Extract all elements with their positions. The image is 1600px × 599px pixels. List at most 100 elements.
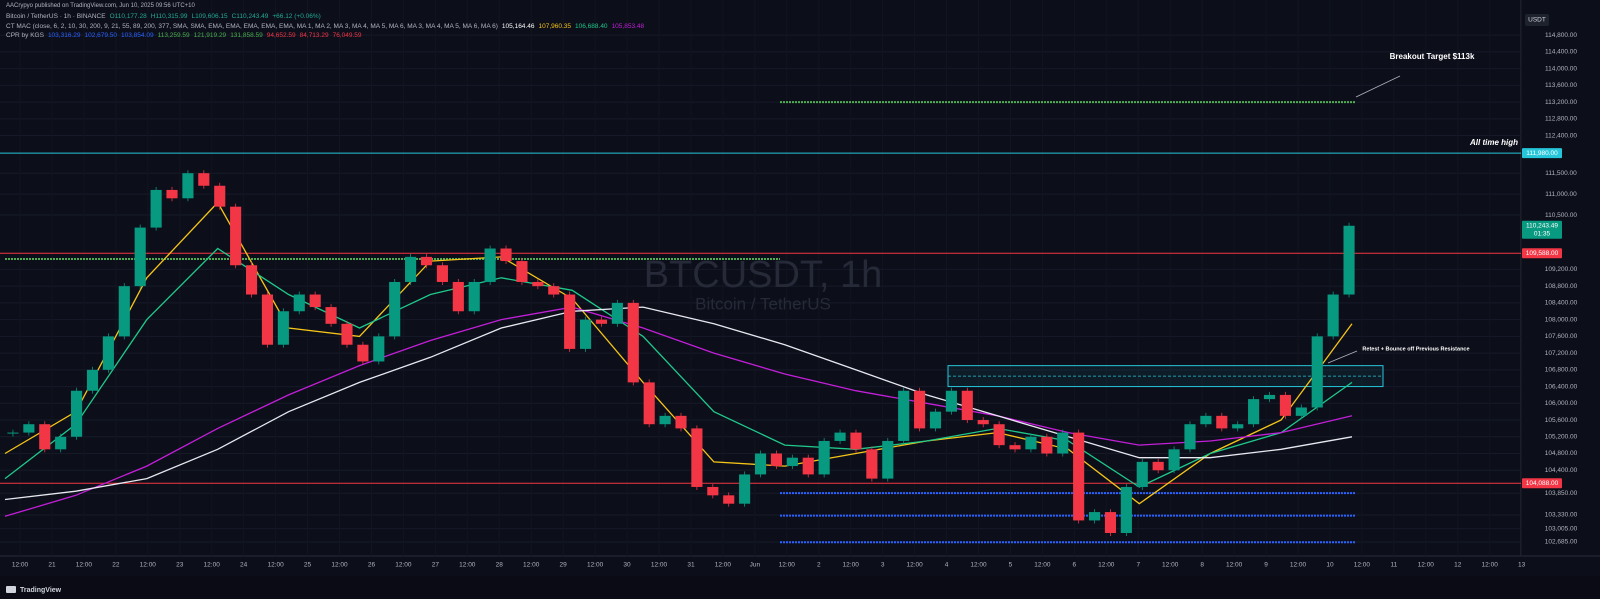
- x-tick-label: 12:00: [906, 562, 923, 569]
- candle: [277, 311, 289, 345]
- candle: [1025, 436, 1037, 450]
- x-tick-label: 12:00: [1098, 562, 1115, 569]
- candle: [532, 281, 544, 287]
- candle: [818, 440, 830, 475]
- candle: [405, 256, 417, 282]
- footer-bar: [0, 576, 1600, 599]
- y-tick-label: 114,400.00: [1545, 49, 1577, 56]
- candle: [579, 319, 592, 349]
- candle: [786, 457, 798, 467]
- candle: [691, 428, 703, 487]
- candle: [389, 281, 401, 337]
- legend-item: 102,679.50: [84, 32, 118, 39]
- candle: [261, 294, 274, 345]
- y-tick-label: 106,400.00: [1545, 383, 1578, 390]
- y-tick-label: 105,600.00: [1545, 417, 1578, 424]
- y-tick-label: 114,000.00: [1545, 65, 1577, 72]
- footer-brand: TradingView: [20, 587, 62, 594]
- candle: [1104, 512, 1117, 533]
- candle: [1088, 512, 1101, 521]
- candle: [86, 369, 99, 391]
- candle: [1248, 399, 1260, 425]
- candle: [945, 390, 957, 412]
- moving-average: [4, 306, 1353, 501]
- legend-item: 121,919.29: [193, 32, 227, 39]
- candle: [1279, 394, 1291, 416]
- x-tick-label: 12:00: [76, 562, 93, 569]
- price-label: 109,588.00: [1526, 250, 1559, 257]
- candle: [71, 390, 83, 437]
- x-tick-label: 12:00: [970, 562, 987, 569]
- x-tick-label: 6: [1073, 562, 1077, 569]
- legend-item: CPR by KGS: [6, 32, 44, 39]
- candle: [182, 173, 194, 199]
- candle: [1200, 415, 1212, 425]
- price-label-box: [1522, 148, 1562, 159]
- legend-row: CT MAC (close, 6, 2, 10, 30, 200, 9, 21,…: [6, 22, 648, 31]
- candle: [914, 390, 926, 429]
- candle: [39, 424, 51, 450]
- y-tick-label: 108,000.00: [1545, 316, 1578, 323]
- y-tick-label: 107,200.00: [1545, 350, 1578, 357]
- candle: [1295, 407, 1307, 416]
- legend-item: 113,259.59: [157, 32, 190, 39]
- candle: [1216, 415, 1228, 429]
- y-tick-label: 110,500.00: [1545, 212, 1577, 219]
- candle: [1152, 461, 1164, 471]
- candle: [882, 440, 894, 479]
- annotation-arrow: [1327, 350, 1358, 364]
- candle: [1073, 432, 1085, 521]
- y-tick-label: 103,005.00: [1545, 525, 1578, 532]
- x-tick-label: 12:00: [715, 562, 732, 569]
- candle: [102, 336, 114, 370]
- y-tick-label: 104,800.00: [1545, 450, 1578, 457]
- x-tick-label: 12:00: [12, 562, 29, 569]
- candle: [1343, 225, 1355, 295]
- legend-item: C110,243.49: [231, 13, 269, 20]
- candle: [548, 286, 560, 295]
- candle: [1136, 461, 1148, 487]
- x-tick-label: 13: [1518, 562, 1526, 569]
- y-tick-label: 108,400.00: [1545, 300, 1578, 307]
- candle: [23, 424, 35, 433]
- legend-item: Bitcoin / TetherUS · 1h · BINANCE: [6, 13, 106, 20]
- currency-button[interactable]: [1525, 14, 1549, 26]
- candle: [802, 457, 814, 475]
- x-tick-label: 7: [1136, 562, 1140, 569]
- legend-item: 105,853.48: [611, 22, 645, 30]
- candle: [150, 189, 162, 228]
- watermark-subtitle: Bitcoin / TetherUS: [695, 294, 831, 313]
- candle: [1232, 424, 1244, 429]
- candle: [357, 344, 369, 362]
- moving-average: [4, 306, 1353, 517]
- x-tick-label: 30: [623, 562, 631, 569]
- legend-item: H110,315.99: [150, 13, 188, 20]
- y-tick-label: 113,600.00: [1545, 82, 1577, 89]
- candle: [214, 185, 226, 207]
- candle: [309, 294, 321, 308]
- candle: [484, 248, 496, 282]
- candle: [675, 415, 687, 429]
- x-tick-label: 12:00: [779, 562, 796, 569]
- y-tick-label: 104,400.00: [1545, 467, 1578, 474]
- currency[interactable]: USDT: [1528, 17, 1546, 24]
- moving-average: [4, 247, 1353, 488]
- candle: [420, 256, 433, 266]
- legend-item: 76,049.59: [332, 32, 362, 39]
- candle: [1184, 424, 1196, 450]
- price-label: 104,088.00: [1526, 480, 1559, 487]
- candle: [55, 436, 67, 450]
- legend-item: +66.12 (+0.06%): [272, 13, 321, 20]
- candle: [1168, 449, 1180, 471]
- x-tick-label: 12:00: [1290, 562, 1307, 569]
- y-tick-label: 113,200.00: [1545, 99, 1577, 106]
- candle: [707, 486, 719, 496]
- candle: [643, 382, 655, 425]
- candle: [1120, 486, 1132, 533]
- x-tick-label: 12:00: [331, 562, 348, 569]
- price-label-box: [1522, 220, 1562, 239]
- candle: [293, 294, 305, 312]
- candle: [516, 261, 528, 282]
- watermark: BTCUSDT, 1h Bitcoin / TetherUS: [644, 254, 883, 313]
- candle: [198, 173, 210, 186]
